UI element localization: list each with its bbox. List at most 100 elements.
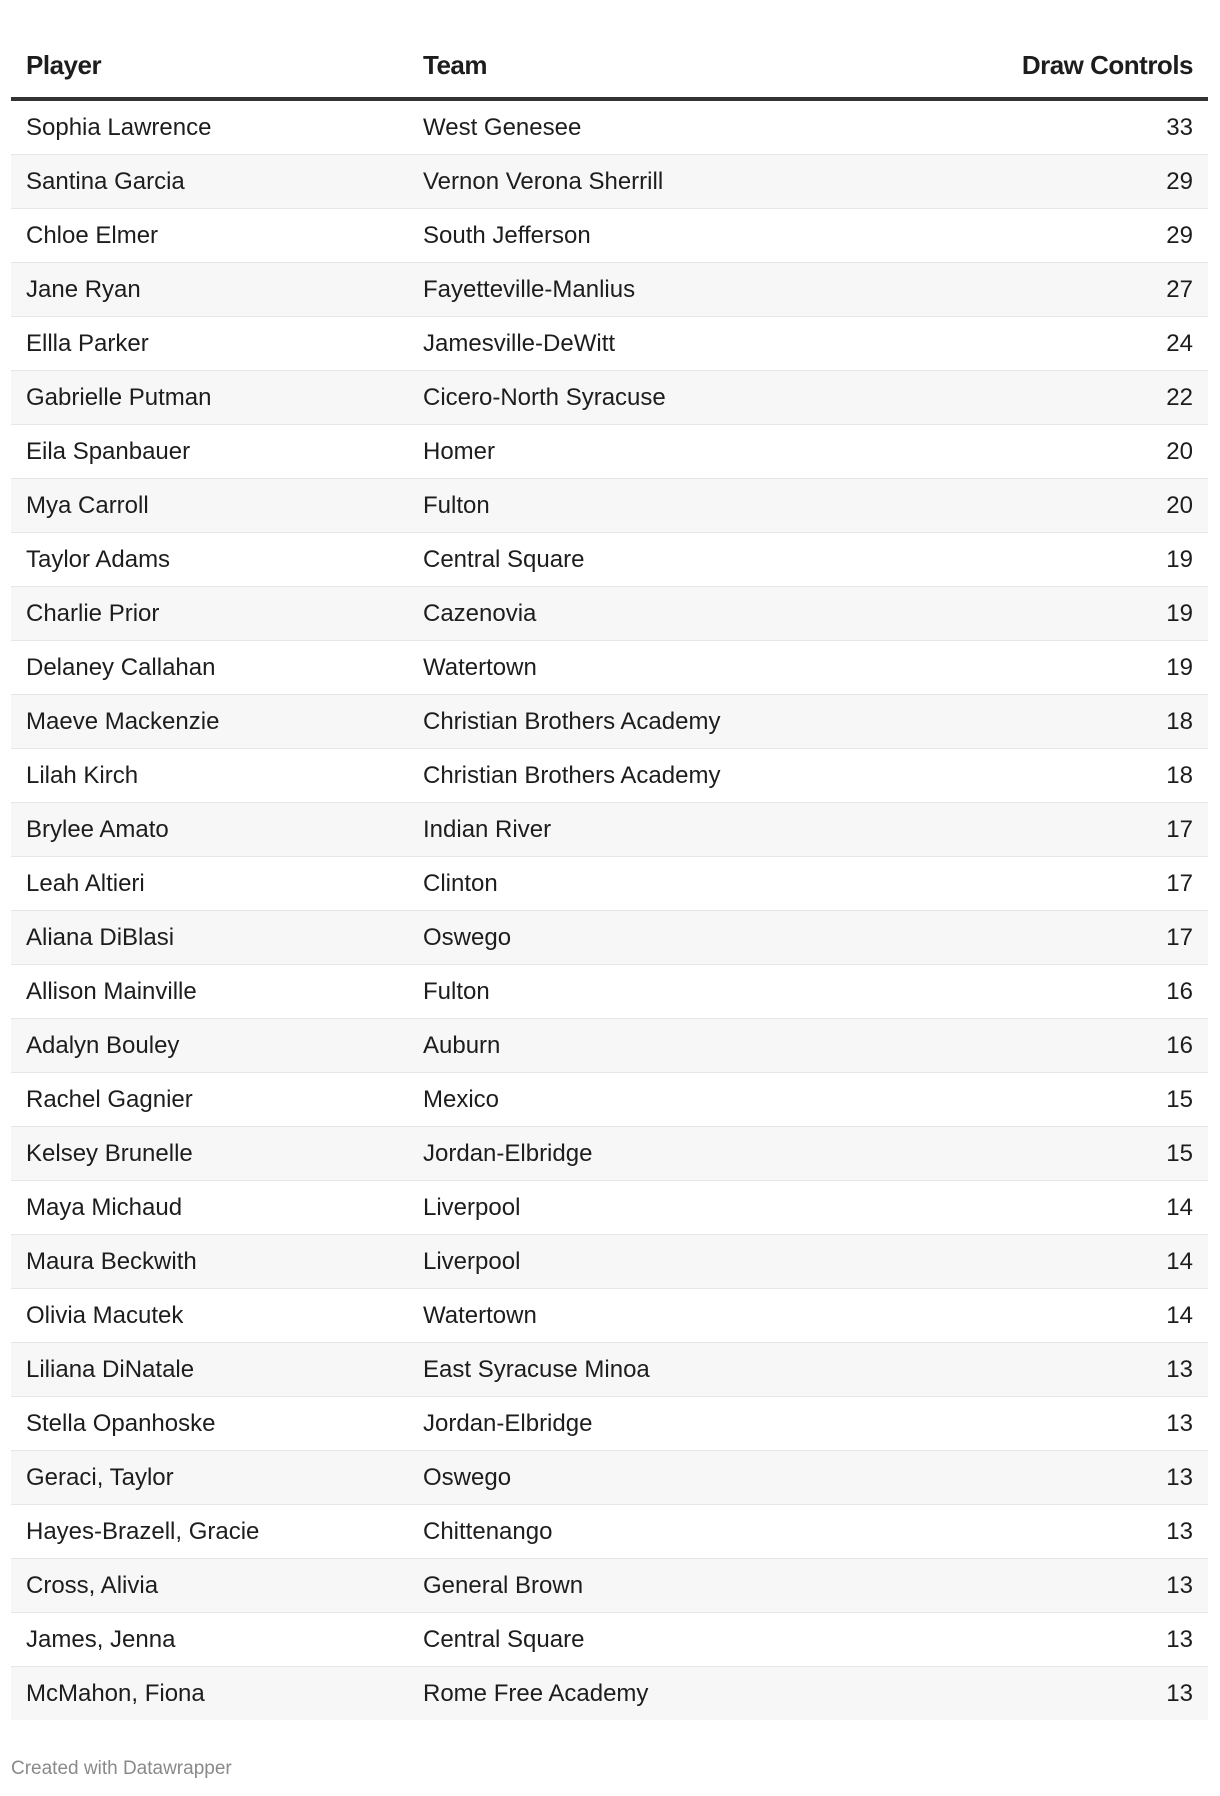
draw-controls-cell: 15 (1166, 1139, 1193, 1167)
team-cell: Central Square (423, 545, 585, 573)
player-cell: Leah Altieri (26, 869, 145, 897)
table-row: Maura Beckwith Liverpool 14 (11, 1235, 1208, 1289)
draw-controls-table: Player Team Draw Controls Sophia Lawrenc… (11, 34, 1208, 1720)
table-row: Eila Spanbauer Homer 20 (11, 425, 1208, 479)
column-header-draw-controls[interactable]: Draw Controls (1021, 50, 1194, 80)
table-row: Allison Mainville Fulton 16 (11, 965, 1208, 1019)
draw-controls-cell: 19 (1166, 545, 1193, 573)
table-row: Santina Garcia Vernon Verona Sherrill 29 (11, 155, 1208, 209)
table-row: Maeve Mackenzie Christian Brothers Academ… (11, 695, 1208, 749)
table-row: Mya Carroll Fulton 20 (11, 479, 1208, 533)
team-cell: Fulton (423, 977, 490, 1005)
draw-controls-cell: 20 (1166, 437, 1193, 465)
player-cell: Eila Spanbauer (26, 437, 191, 465)
table-row: Rachel Gagnier Mexico 15 (11, 1073, 1208, 1127)
column-header-player[interactable]: Player (26, 50, 102, 80)
table-row: Taylor Adams Central Square 19 (11, 533, 1208, 587)
draw-controls-cell: 13 (1166, 1679, 1193, 1707)
team-cell: Fulton (423, 491, 490, 519)
table-row: Gabrielle Putman Cicero-North Syracuse 22 (11, 371, 1208, 425)
player-cell: Lilah Kirch (26, 761, 139, 789)
column-header-team[interactable]: Team (423, 50, 488, 80)
team-cell: Oswego (423, 923, 512, 951)
table-row: James, Jenna Central Square 13 (11, 1613, 1208, 1667)
table-row: Cross, Alivia General Brown 13 (11, 1559, 1208, 1613)
player-cell: Chloe Elmer (26, 221, 159, 249)
draw-controls-cell: 17 (1166, 815, 1193, 843)
draw-controls-cell: 13 (1166, 1355, 1193, 1383)
player-cell: Brylee Amato (26, 815, 169, 843)
team-cell: Christian Brothers Academy (423, 707, 721, 735)
player-cell: Rachel Gagnier (26, 1085, 193, 1113)
player-cell: Ellla Parker (26, 329, 149, 357)
team-cell: Jordan-Elbridge (423, 1409, 593, 1437)
table-row: McMahon, Fiona Rome Free Academy 13 (11, 1667, 1208, 1720)
draw-controls-cell: 33 (1166, 113, 1193, 141)
draw-controls-cell: 14 (1166, 1247, 1193, 1275)
table-row: Maya Michaud Liverpool 14 (11, 1181, 1208, 1235)
table-row: Charlie Prior Cazenovia 19 (11, 587, 1208, 641)
player-cell: Adalyn Bouley (26, 1031, 180, 1059)
draw-controls-cell: 13 (1166, 1463, 1193, 1491)
table-row: Leah Altieri Clinton 17 (11, 857, 1208, 911)
draw-controls-cell: 22 (1166, 383, 1193, 411)
team-cell: Liverpool (423, 1247, 521, 1275)
table-header: Player Team Draw Controls (11, 34, 1208, 101)
team-cell: Jordan-Elbridge (423, 1139, 593, 1167)
draw-controls-cell: 18 (1166, 761, 1193, 789)
player-cell: Kelsey Brunelle (26, 1139, 193, 1167)
draw-controls-cell: 13 (1166, 1625, 1193, 1653)
player-cell: Sophia Lawrence (26, 113, 212, 141)
player-cell: Geraci, Taylor (26, 1463, 174, 1491)
team-cell: Clinton (423, 869, 498, 897)
player-cell: Allison Mainville (26, 977, 197, 1005)
team-cell: West Genesee (423, 113, 582, 141)
team-cell: Cicero-North Syracuse (423, 383, 666, 411)
table-row: Hayes-Brazell, Gracie Chittenango 13 (11, 1505, 1208, 1559)
draw-controls-cell: 29 (1166, 221, 1193, 249)
table-row: Stella Opanhoske Jordan-Elbridge 13 (11, 1397, 1208, 1451)
table-body: Sophia Lawrence West Genesee 33 Santina Gar… (11, 101, 1208, 1720)
table-row: Geraci, Taylor Oswego 13 (11, 1451, 1208, 1505)
player-cell: Cross, Alivia (26, 1571, 159, 1599)
draw-controls-cell: 13 (1166, 1517, 1193, 1545)
player-cell: Aliana DiBlasi (26, 923, 175, 951)
draw-controls-cell: 18 (1166, 707, 1193, 735)
player-cell: Mya Carroll (26, 491, 149, 519)
team-cell: Cazenovia (423, 599, 537, 627)
team-cell: Homer (423, 437, 496, 465)
draw-controls-cell: 20 (1166, 491, 1193, 519)
player-cell: Maura Beckwith (26, 1247, 197, 1275)
table-row: Adalyn Bouley Auburn 16 (11, 1019, 1208, 1073)
player-cell: Jane Ryan (26, 275, 141, 303)
draw-controls-cell: 13 (1166, 1571, 1193, 1599)
draw-controls-cell: 29 (1166, 167, 1193, 195)
team-cell: Watertown (423, 653, 537, 681)
table-row: Brylee Amato Indian River 17 (11, 803, 1208, 857)
player-cell: Hayes-Brazell, Gracie (26, 1517, 260, 1545)
draw-controls-cell: 19 (1166, 653, 1193, 681)
team-cell: Christian Brothers Academy (423, 761, 721, 789)
draw-controls-cell: 17 (1166, 869, 1193, 897)
player-cell: Charlie Prior (26, 599, 160, 627)
team-cell: Vernon Verona Sherrill (423, 167, 664, 195)
player-cell: Olivia Macutek (26, 1301, 184, 1329)
draw-controls-cell: 19 (1166, 599, 1193, 627)
team-cell: Chittenango (423, 1517, 553, 1545)
table-row: Aliana DiBlasi Oswego 17 (11, 911, 1208, 965)
team-cell: Indian River (423, 815, 552, 843)
draw-controls-cell: 14 (1166, 1193, 1193, 1221)
player-cell: McMahon, Fiona (26, 1679, 205, 1707)
player-cell: Taylor Adams (26, 545, 171, 573)
player-cell: Liliana DiNatale (26, 1355, 195, 1383)
team-cell: Liverpool (423, 1193, 521, 1221)
draw-controls-cell: 16 (1166, 977, 1193, 1005)
player-cell: James, Jenna (26, 1625, 176, 1653)
footer-credit[interactable]: Created with Datawrapper (11, 1758, 232, 1779)
draw-controls-cell: 14 (1166, 1301, 1193, 1329)
table-row: Lilah Kirch Christian Brothers Academy 18 (11, 749, 1208, 803)
draw-controls-cell: 24 (1166, 329, 1193, 357)
team-cell: Mexico (423, 1085, 500, 1113)
table-row: Sophia Lawrence West Genesee 33 (11, 101, 1208, 155)
player-cell: Stella Opanhoske (26, 1409, 216, 1437)
